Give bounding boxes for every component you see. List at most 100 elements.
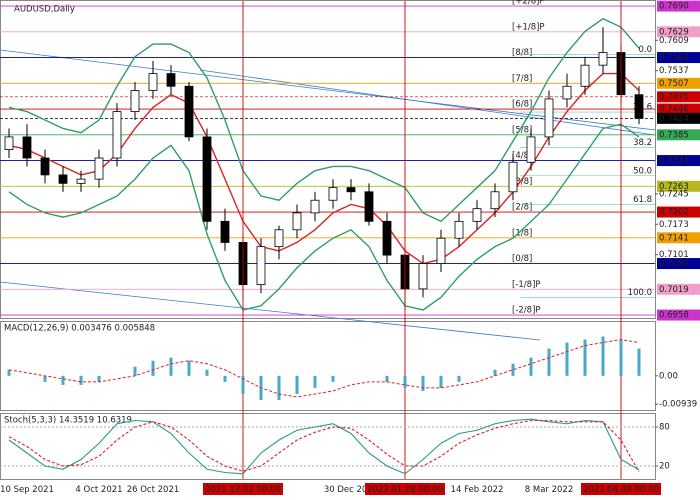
macd-bar [547, 348, 551, 376]
axis-tag [657, 112, 700, 124]
axis-tag-label: 0.7690 [659, 2, 689, 12]
event-label: 2022.04.08 00:00 [583, 485, 659, 495]
axis-tag [657, 206, 700, 218]
macd-bar [565, 342, 569, 376]
macd-bar [79, 375, 83, 385]
macd-bar [277, 375, 281, 401]
murrey-label: [+2/8]P [512, 0, 545, 7]
murrey-label: [5/8] [512, 125, 532, 135]
y-tick-label: 20 [659, 462, 670, 472]
murrey-label: [4/8] [512, 151, 532, 161]
trend-line [199, 69, 656, 136]
macd-bar [7, 369, 11, 376]
murrey-label: [8/8] [512, 48, 532, 58]
event-label: 2022.01.28 00:00 [367, 485, 443, 495]
candle-body [472, 208, 482, 222]
candle-body [4, 136, 14, 150]
chart-title: AUDUSD,Daily [14, 5, 75, 15]
axis-tag [657, 103, 700, 115]
macd-bar [97, 375, 101, 382]
macd-bar [205, 369, 209, 376]
y-tick-label: -0.00939 [659, 400, 697, 410]
candle-body [490, 191, 500, 210]
candle-body [220, 220, 230, 243]
murrey-label: [7/8] [512, 74, 532, 84]
axis-tag-label: 0.7475 [659, 92, 689, 102]
candle-body [256, 246, 266, 286]
fib-label: 38.2 [633, 138, 652, 148]
y-tick-label: 0.7101 [659, 250, 689, 260]
axis-tag [657, 91, 700, 103]
candle-body [22, 136, 32, 159]
candle-body [202, 136, 212, 222]
axis-tag-label: 0.6958 [659, 311, 689, 321]
macd-bar [151, 360, 155, 376]
macd-bar [619, 339, 623, 376]
axis-tag-label: 0.7629 [659, 27, 689, 37]
axis-tag-label: 0.7424 [659, 114, 689, 124]
fib-label: 0.0 [638, 45, 652, 55]
event-tag [365, 483, 445, 495]
x-tick-label: 4 Oct 2021 [75, 485, 122, 495]
axis-tag-label: 0.7446 [659, 105, 689, 115]
macd-bar [601, 336, 605, 376]
axis-tag-label: 0.7202 [659, 208, 689, 218]
macd-title: MACD(12,26,9) 0.003476 0.005848 [4, 324, 155, 334]
axis-tag [657, 258, 700, 270]
axis-tag-label: 0.7019 [659, 285, 689, 295]
axis-tag [657, 129, 700, 141]
x-tick-label: 10 Sep 2021 [0, 485, 54, 495]
x-tick-label: 30 Dec 2021 [324, 485, 378, 495]
murrey-label: [+1/8]P [512, 22, 545, 32]
macd-bar [385, 375, 389, 382]
fib-label: 100.0 [628, 288, 652, 298]
macd-bar [439, 375, 443, 388]
macd-bar [331, 375, 335, 382]
candle-body [130, 90, 140, 112]
candle-body [310, 199, 320, 214]
candle-body [436, 237, 446, 264]
axis-tag-label: 0.7385 [659, 130, 689, 140]
indicator-line [8, 123, 640, 311]
candle-body [562, 85, 572, 100]
stoch-panel [0, 413, 656, 480]
axis-tag [657, 232, 700, 244]
axis-tag [657, 77, 700, 89]
candle-body [508, 161, 518, 193]
axis-tag-label: 0.7141 [659, 233, 689, 243]
candle-body [418, 263, 428, 290]
macd-bar [493, 369, 497, 376]
candle-body [454, 220, 464, 239]
y-tick-label: 0.7609 [659, 36, 689, 46]
axis-tag-label: 0.7568 [659, 53, 689, 63]
macd-bar [169, 357, 173, 376]
y-tick-label: 0.00 [659, 371, 678, 381]
murrey-label: [-2/8]P [512, 306, 541, 316]
candle-body [292, 212, 302, 231]
candle-body [364, 191, 374, 222]
indicator-line [8, 17, 640, 223]
axis-tag-label: 0.7080 [659, 259, 689, 269]
candle-body [166, 73, 176, 87]
axis-tag-label: 0.7324 [659, 156, 689, 166]
macd-bar [133, 366, 137, 376]
axis-tag-label: 0.7263 [659, 182, 689, 192]
murrey-label: [6/8] [512, 100, 532, 110]
candle-body [58, 174, 68, 184]
fib-label: 61.8 [633, 195, 652, 205]
axis-tag [657, 26, 700, 38]
axis-tag-label: 0.7507 [659, 79, 689, 89]
axis-tag [657, 0, 700, 12]
macd-panel [0, 321, 656, 411]
candle-body [94, 157, 104, 180]
candle-body [328, 187, 338, 201]
candle-body [634, 94, 644, 119]
murrey-label: [1/8] [512, 228, 532, 238]
candle-body [598, 52, 608, 66]
murrey-label: [-1/8]P [512, 280, 541, 290]
macd-bar [43, 375, 47, 382]
macd-bar [457, 375, 461, 382]
axis-tag [657, 155, 700, 167]
murrey-label: [2/8] [512, 203, 532, 213]
